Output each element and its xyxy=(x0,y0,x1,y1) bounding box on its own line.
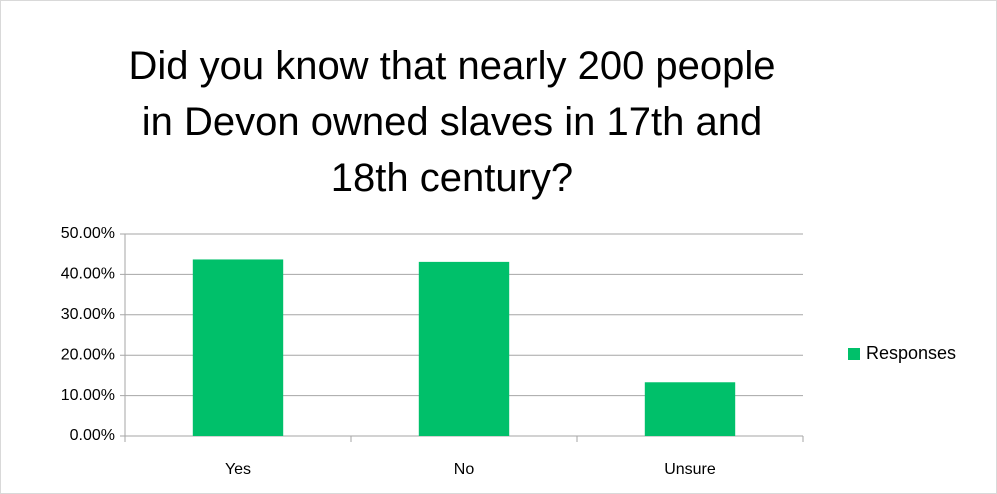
y-tick-label: 0.00% xyxy=(70,427,115,444)
bar xyxy=(418,261,510,436)
bar xyxy=(192,259,284,436)
x-tick-label: No xyxy=(454,461,475,478)
y-tick-label: 50.00% xyxy=(61,225,115,242)
x-tick-label: Unsure xyxy=(664,461,716,478)
legend-swatch xyxy=(848,348,860,360)
legend-label: Responses xyxy=(866,343,956,363)
x-tick-label: Yes xyxy=(225,461,251,478)
chart-title: Did you know that nearly 200 people in D… xyxy=(128,44,776,200)
bar xyxy=(644,382,736,436)
y-tick-label: 40.00% xyxy=(61,266,115,283)
y-tick-label: 10.00% xyxy=(61,387,115,404)
y-tick-label: 30.00% xyxy=(61,306,115,323)
y-tick-label: 20.00% xyxy=(61,346,115,363)
